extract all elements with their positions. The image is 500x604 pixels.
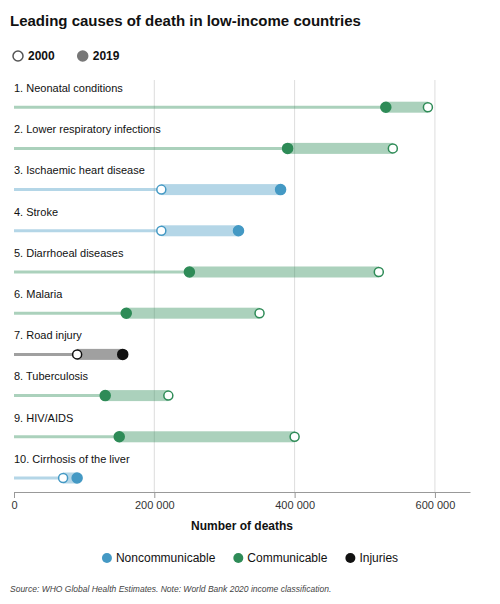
- change-band: [161, 225, 238, 236]
- dot-filled: [381, 102, 391, 112]
- grid-line: [154, 80, 155, 492]
- tick: 0: [11, 492, 17, 511]
- legend: Noncommunicable Communicable Injuries: [102, 551, 398, 565]
- category-label: 9. HIV/AIDS: [14, 412, 73, 424]
- lead-line: [14, 353, 77, 356]
- axis-line: [15, 492, 471, 493]
- change-band: [161, 184, 280, 195]
- legend-item: Injuries: [345, 551, 398, 565]
- dot-filled: [121, 308, 131, 318]
- lead-line: [14, 312, 126, 315]
- category-label: 4. Stroke: [14, 206, 58, 218]
- dot-filled: [184, 267, 194, 277]
- dot-filled: [118, 349, 128, 359]
- category-label: 7. Road injury: [14, 329, 82, 341]
- tick: 600 000: [416, 492, 456, 511]
- tick-mark: [154, 492, 155, 498]
- legend-item: Noncommunicable: [102, 551, 216, 565]
- change-band: [119, 431, 294, 442]
- category-label: 6. Malaria: [14, 288, 63, 300]
- dot-open: [157, 185, 166, 194]
- x-axis: 0 200 000 400 000 600 000: [11, 492, 470, 511]
- dot-open: [164, 391, 173, 400]
- legend-label: Injuries: [359, 551, 398, 565]
- dot-filled: [72, 473, 82, 483]
- grid: [154, 80, 435, 492]
- change-band: [386, 102, 428, 113]
- change-band: [126, 308, 259, 319]
- legend-marker: [13, 51, 23, 61]
- dot-open: [388, 144, 397, 153]
- legend-marker: [233, 553, 243, 563]
- legend-label: 2000: [28, 49, 55, 63]
- dot-open: [157, 226, 166, 235]
- lead-line: [14, 270, 189, 273]
- category-labels: 1. Neonatal conditions 2. Lower respirato…: [14, 82, 161, 465]
- tick: 400 000: [275, 492, 315, 511]
- lead-line: [14, 394, 105, 397]
- dot-filled: [100, 391, 110, 401]
- change-band: [288, 143, 393, 154]
- chart: Leading causes of death in low-income co…: [0, 0, 500, 604]
- dot-open: [73, 350, 82, 359]
- legend-item: 2000: [13, 49, 55, 63]
- legend-marker: [102, 553, 112, 563]
- tick-label: 200 000: [135, 499, 175, 511]
- dot-open: [59, 473, 68, 482]
- lead-line: [14, 147, 288, 150]
- tick: 200 000: [135, 492, 175, 511]
- legend-item: Communicable: [233, 551, 327, 565]
- category-label: 1. Neonatal conditions: [14, 82, 123, 94]
- title: Leading causes of death in low-income co…: [10, 12, 361, 29]
- category-label: 3. Ischaemic heart disease: [14, 164, 145, 176]
- change-band: [77, 349, 123, 360]
- tick-label: 400 000: [275, 499, 315, 511]
- legend-label: 2019: [93, 49, 120, 63]
- category-label: 2. Lower respiratory infections: [14, 123, 161, 135]
- tick-mark: [14, 492, 15, 498]
- change-band: [189, 266, 378, 277]
- legend-label: Noncommunicable: [116, 551, 216, 565]
- marks: [14, 102, 432, 484]
- dot-open: [255, 309, 264, 318]
- tick-label: 600 000: [416, 499, 456, 511]
- legend-item: 2019: [78, 49, 120, 63]
- dot-open: [290, 432, 299, 441]
- category-label: 10. Cirrhosis of the liver: [14, 453, 130, 465]
- dot-open: [423, 103, 432, 112]
- tick-label: 0: [11, 499, 17, 511]
- category-label: 8. Tuberculosis: [14, 370, 88, 382]
- lead-line: [14, 106, 386, 109]
- lead-line: [14, 476, 63, 479]
- legend-marker: [78, 51, 88, 61]
- x-axis-title: Number of deaths: [191, 519, 293, 533]
- lead-line: [14, 188, 161, 191]
- category-label: 5. Diarrhoeal diseases: [14, 247, 124, 259]
- dot-filled: [114, 432, 124, 442]
- source: Source: WHO Global Health Estimates. Not…: [10, 584, 331, 594]
- dot-open: [374, 267, 383, 276]
- dot-filled: [233, 226, 243, 236]
- legend-label: Communicable: [247, 551, 327, 565]
- tick-mark: [295, 492, 296, 498]
- tick-mark: [435, 492, 436, 498]
- legend-marker: [345, 553, 355, 563]
- dot-filled: [276, 185, 286, 195]
- grid-line: [434, 80, 435, 492]
- lead-line: [14, 435, 119, 438]
- grid-line: [294, 80, 295, 492]
- lead-line: [14, 229, 161, 232]
- change-band: [105, 390, 168, 401]
- dot-filled: [283, 143, 293, 153]
